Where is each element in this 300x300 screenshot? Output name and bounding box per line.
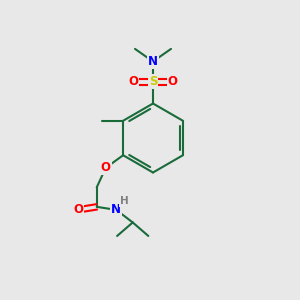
Text: S: S: [149, 75, 157, 88]
Text: O: O: [101, 161, 111, 174]
Text: N: N: [148, 55, 158, 68]
Text: O: O: [128, 75, 139, 88]
Text: O: O: [73, 203, 83, 216]
Text: O: O: [167, 75, 178, 88]
Text: N: N: [111, 203, 121, 216]
Text: H: H: [120, 196, 129, 206]
